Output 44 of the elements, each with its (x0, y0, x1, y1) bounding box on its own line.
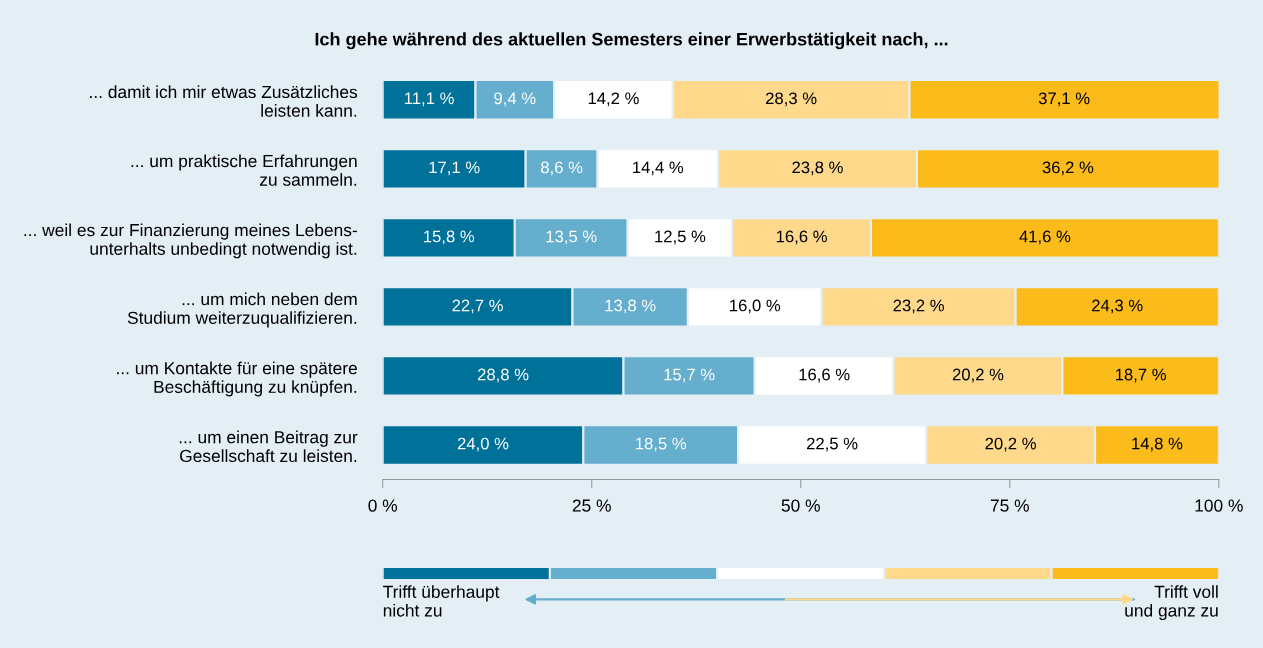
x-tick-label: 0 % (368, 499, 398, 512)
data-label: 9,4 % (494, 92, 536, 107)
data-label: 20,2 % (985, 437, 1036, 452)
data-label: 28,3 % (766, 92, 817, 107)
data-label: 16,6 % (799, 368, 850, 383)
data-label: 12,5 % (655, 230, 706, 245)
y-tick-label: ... weil es zur Finanzierung meines Lebens- unterhalts unbedingt notwendig ist. (24, 223, 357, 259)
data-label: 8,6 % (541, 161, 583, 176)
text: Trifft voll und ganz zu (1125, 585, 1218, 621)
data-label: 11,1 % (405, 92, 454, 107)
text: Trifft überhaupt nicht zu (383, 585, 500, 617)
data-label: 36,2 % (1042, 161, 1094, 176)
data-label: 18,7 % (1115, 368, 1166, 383)
data-label: 18,5 % (636, 437, 687, 452)
data-label: 28,8 % (477, 368, 529, 383)
data-label: 14,4 % (633, 161, 684, 176)
data-label: 20,2 % (952, 368, 1004, 383)
data-label: 13,5 % (546, 230, 597, 245)
x-tick-label: 100 % (1195, 499, 1243, 512)
y-tick-label: ... um einen Beitrag zur Gesellschaft zu leisten. (179, 430, 358, 463)
data-label: 41,6 % (1019, 230, 1071, 245)
x-tick-label: 25 % (572, 499, 611, 512)
y-tick-label: ... um praktische Erfahrungen zu sammeln. (131, 154, 357, 186)
data-label: 13,8 % (605, 299, 656, 314)
data-label: 37,1 % (1038, 92, 1090, 107)
data-label: 15,8 % (424, 230, 475, 245)
data-label: 22,5 % (806, 437, 858, 452)
y-tick-label: ... um Kontakte für eine spätere Beschäftigung zu knüpfen. (117, 361, 357, 397)
data-label: 22,7 % (452, 299, 503, 314)
x-tick-label: 50 % (781, 499, 820, 512)
data-label: 14,8 % (1132, 437, 1183, 452)
data-label: 24,3 % (1092, 299, 1143, 314)
data-label: 17,1 % (429, 161, 480, 176)
data-label: 16,6 % (776, 230, 827, 245)
data-label: 14,2 % (588, 92, 639, 107)
data-label: 23,8 % (792, 161, 843, 176)
y-tick-label: ... damit ich mir etwas Zusätzliches leisten kann. (90, 85, 358, 117)
data-label: 24,0 % (457, 437, 509, 452)
y-tick-label: ... um mich neben dem Studium weiterzuqualifizieren. (127, 292, 357, 328)
data-label: 16,0 % (730, 299, 781, 314)
data-label: 23,2 % (893, 299, 944, 314)
chart-title: Ich gehe während des aktuellen Semesters einer Erwerbstätigkeit nach, ... (315, 32, 948, 50)
data-label: 15,7 % (664, 368, 715, 383)
x-tick-label: 75 % (990, 499, 1029, 512)
